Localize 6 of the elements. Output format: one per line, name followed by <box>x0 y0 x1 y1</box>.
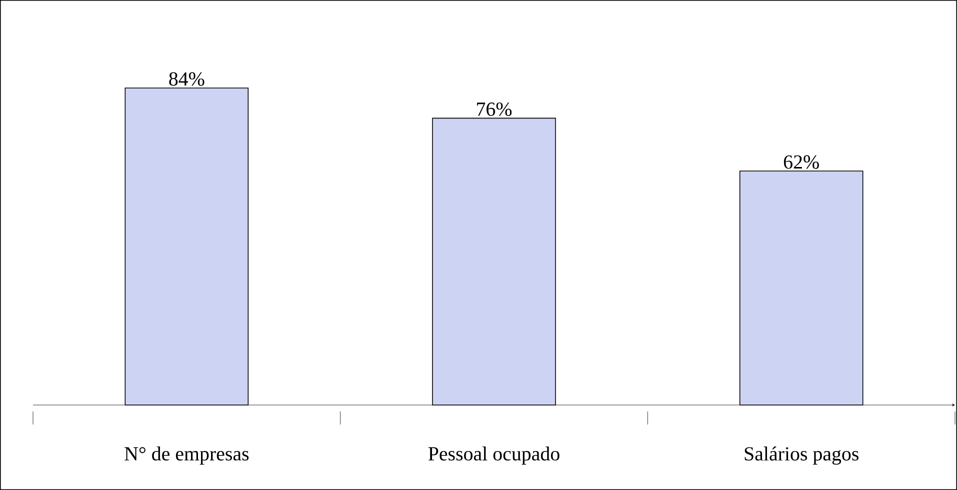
x-tick-label: Salários pagos <box>744 446 858 465</box>
data-label: 76% <box>477 102 512 116</box>
data-label: 84% <box>169 72 204 86</box>
data-label: 62% <box>784 155 819 169</box>
x-tick-label: Pessoal ocupado <box>428 446 560 465</box>
x-tick-label: N° de empresas <box>124 446 249 465</box>
